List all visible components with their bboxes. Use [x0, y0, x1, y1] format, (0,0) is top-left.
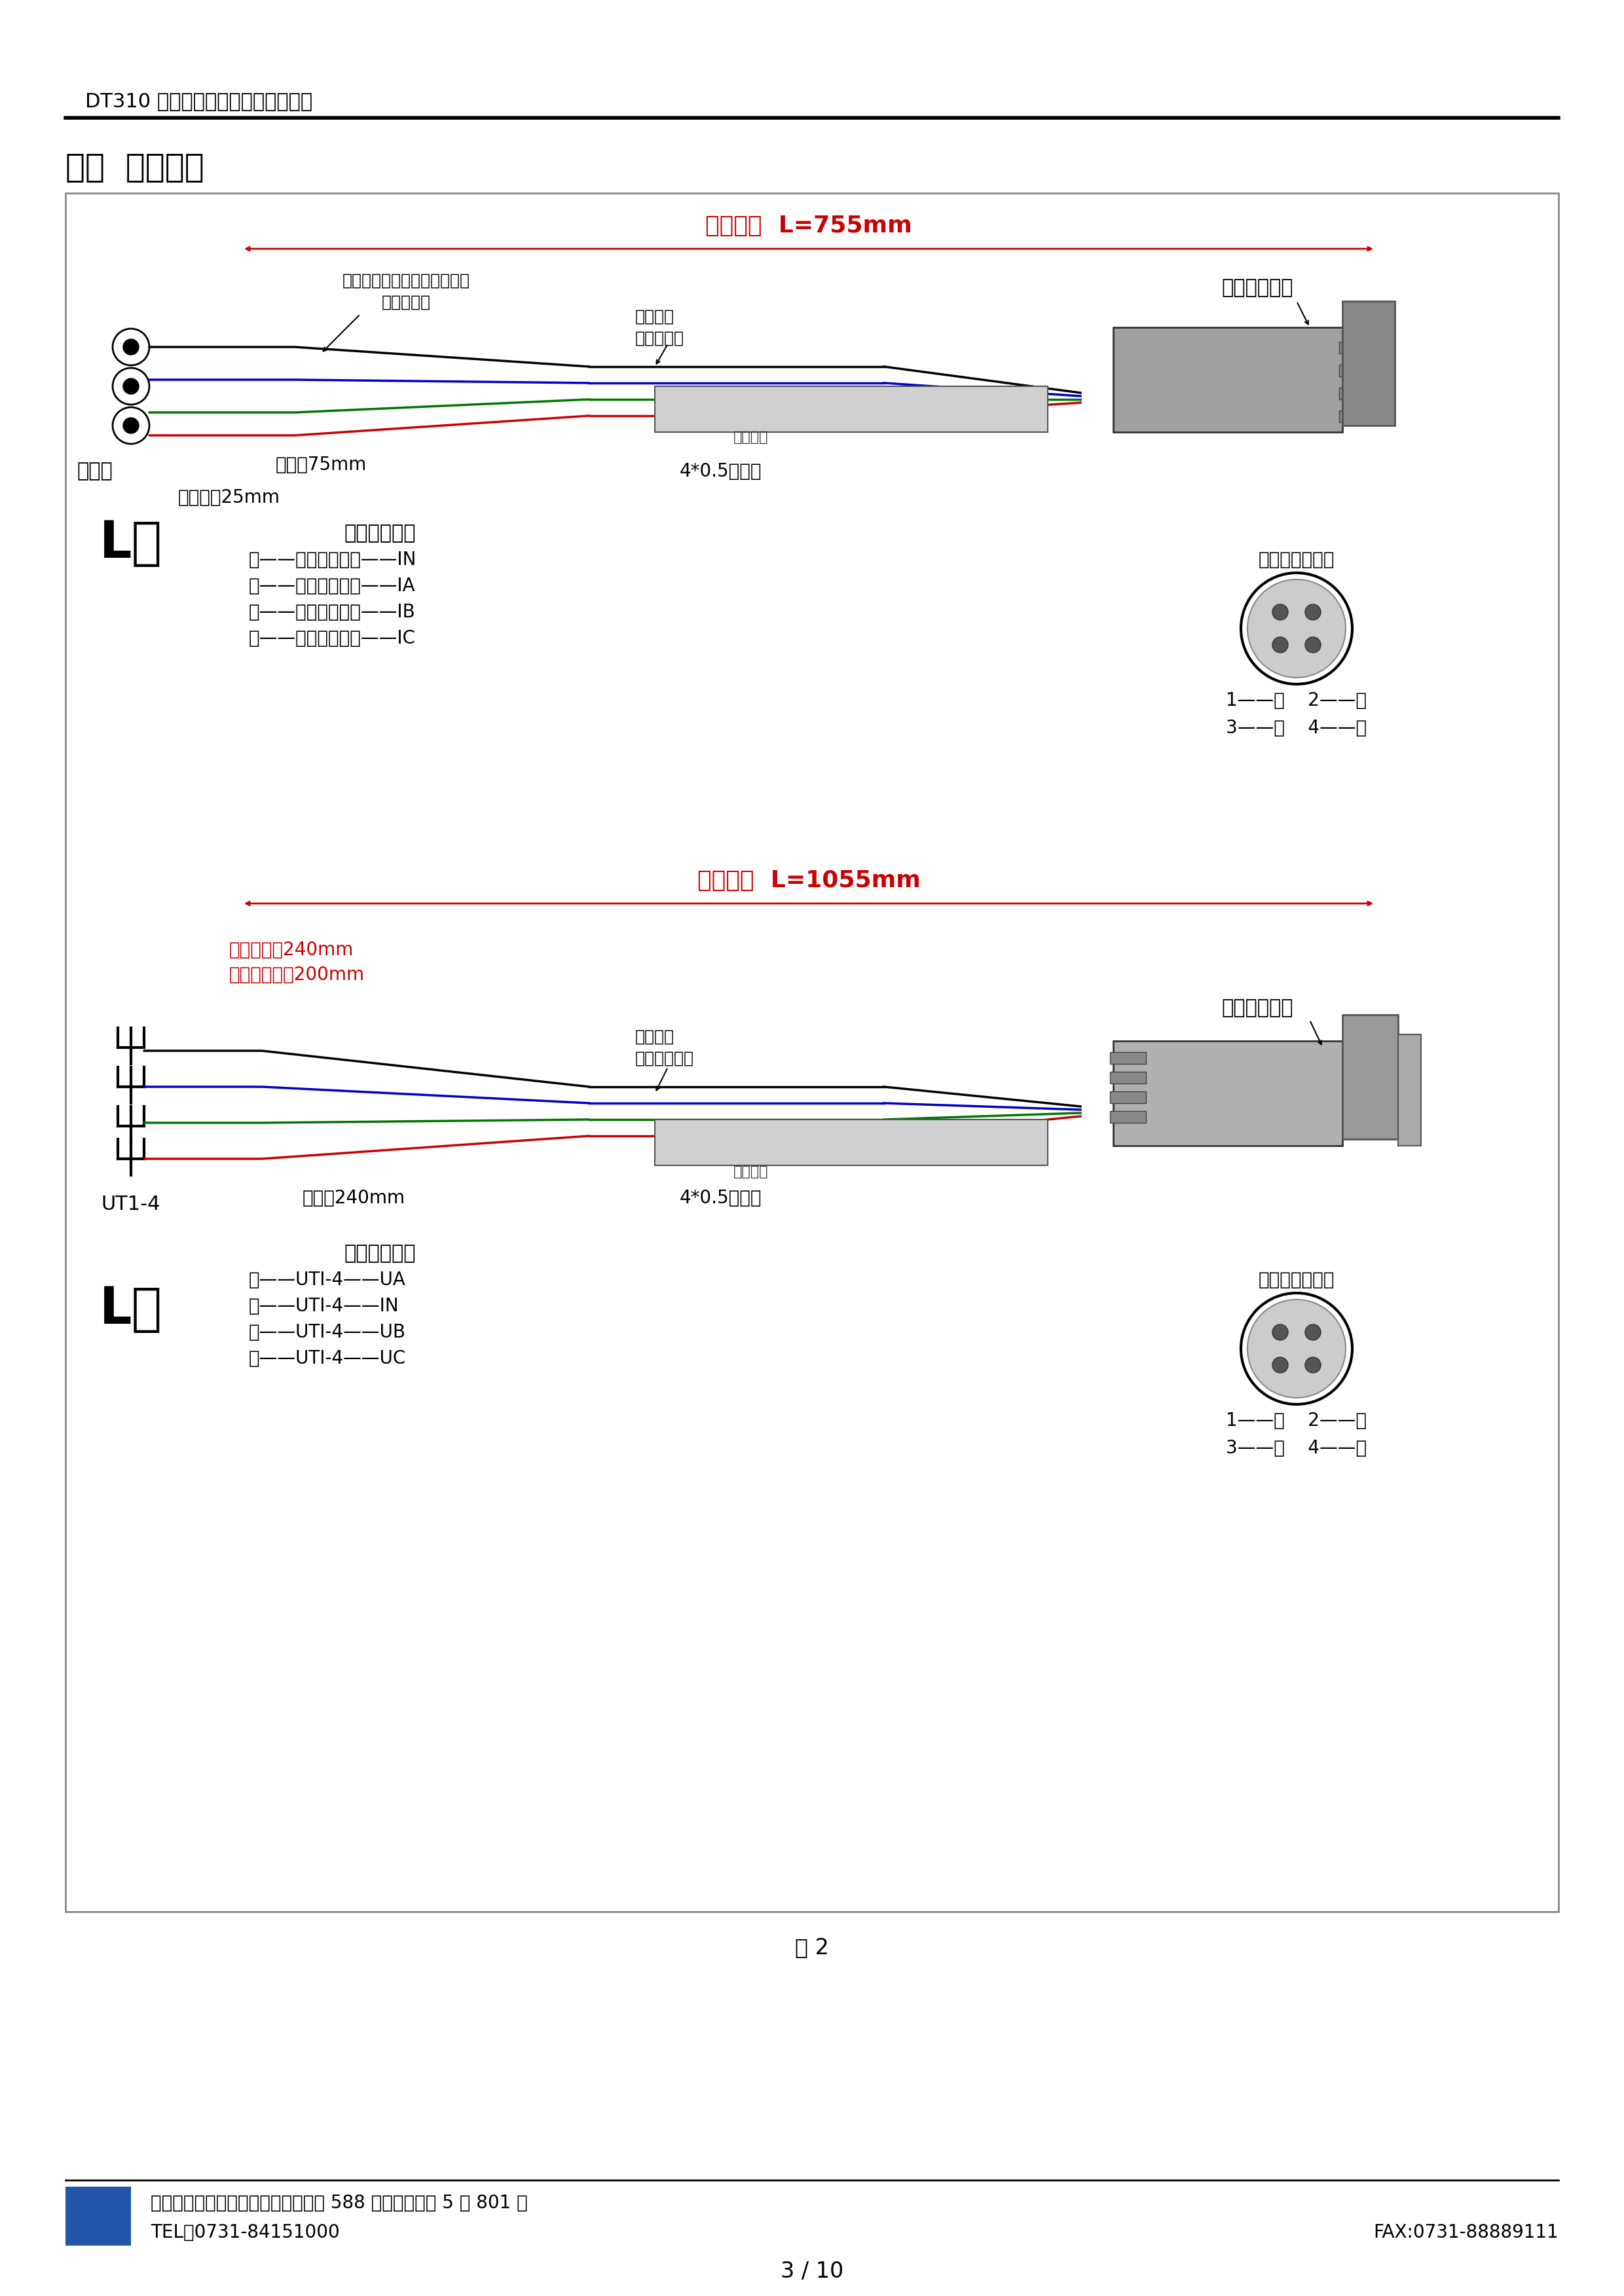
Text: zison: zison — [71, 2213, 123, 2232]
Circle shape — [1272, 1325, 1288, 1341]
Text: 4*0.5护套线: 4*0.5护套线 — [679, 1189, 762, 1208]
Circle shape — [1306, 1325, 1320, 1341]
Circle shape — [1306, 1357, 1320, 1373]
Text: 3——黑    4——蓝: 3——黑 4——蓝 — [1226, 719, 1367, 737]
Text: 依图所示
进行对应标识: 依图所示 进行对应标识 — [635, 1029, 693, 1065]
Text: 4*0.5护套线: 4*0.5护套线 — [679, 461, 762, 480]
Bar — [1343, 1015, 1398, 1139]
Bar — [654, 386, 1047, 432]
Text: 地址：长沙市高新开发区岳麓西大道 588 号芯城科技园 5 栋 801 号: 地址：长沙市高新开发区岳麓西大道 588 号芯城科技园 5 栋 801 号 — [151, 2195, 528, 2213]
Text: 依图所示
进行对标识: 依图所示 进行对标识 — [635, 308, 684, 347]
Text: 裁线长度  L=755mm: 裁线长度 L=755mm — [705, 216, 913, 236]
Text: 防水接头公头: 防水接头公头 — [1221, 278, 1293, 298]
Circle shape — [123, 340, 138, 356]
Text: 1——红    2——绿: 1——红 2——绿 — [1226, 691, 1367, 709]
Text: 互感器: 互感器 — [76, 461, 114, 480]
Bar — [65, 2186, 132, 2245]
Text: 加热缩管25mm: 加热缩管25mm — [179, 489, 281, 507]
Bar — [1340, 388, 1379, 400]
Circle shape — [1272, 604, 1288, 620]
Text: 3——黑    4——蓝: 3——黑 4——蓝 — [1226, 1440, 1367, 1458]
Text: 蓝——红〈互感器〉——IA: 蓝——红〈互感器〉——IA — [248, 576, 416, 595]
Text: 绿——红〈互感器〉——IB: 绿——红〈互感器〉——IB — [248, 604, 416, 622]
Bar — [1340, 411, 1379, 422]
Bar — [1112, 1040, 1343, 1146]
Text: 红——UTI-4——UC: 红——UTI-4——UC — [248, 1350, 406, 1368]
Circle shape — [1247, 1300, 1346, 1398]
Text: 剥外皮240mm: 剥外皮240mm — [302, 1189, 404, 1208]
Text: 母端出线端视图: 母端出线端视图 — [1259, 1270, 1335, 1288]
Text: 裁线长度  L=1055mm: 裁线长度 L=1055mm — [697, 870, 921, 891]
Text: 线束颜色定义: 线束颜色定义 — [344, 523, 416, 544]
Bar — [1109, 1111, 1147, 1123]
Circle shape — [123, 418, 138, 434]
Bar — [1340, 365, 1379, 377]
Text: 彩热缩管: 彩热缩管 — [734, 432, 768, 443]
Text: 3 / 10: 3 / 10 — [781, 2262, 843, 2282]
Circle shape — [1272, 636, 1288, 652]
Bar — [1109, 1052, 1147, 1063]
Text: 防水接头母头: 防水接头母头 — [1221, 999, 1293, 1017]
Text: 公端出线端视图: 公端出线端视图 — [1259, 551, 1335, 569]
Bar — [1109, 1072, 1147, 1084]
Circle shape — [123, 379, 138, 395]
Text: 线束颜色定义: 线束颜色定义 — [344, 1244, 416, 1263]
Bar — [1112, 328, 1343, 432]
Text: DT310 发电机数据采集器使用说明书: DT310 发电机数据采集器使用说明书 — [84, 92, 312, 110]
Circle shape — [1272, 1357, 1288, 1373]
Bar — [65, 193, 1559, 1913]
Circle shape — [1247, 579, 1346, 677]
Text: 三、  引脚定义: 三、 引脚定义 — [65, 152, 205, 184]
Text: UT1-4: UT1-4 — [101, 1196, 161, 1215]
Bar — [1109, 1091, 1147, 1102]
Text: FAX:0731-88889111: FAX:0731-88889111 — [1374, 2223, 1559, 2241]
Text: TEL：0731-84151000: TEL：0731-84151000 — [151, 2223, 339, 2241]
Text: 红——红〈互感器〉——IC: 红——红〈互感器〉——IC — [248, 629, 416, 647]
Circle shape — [1306, 604, 1320, 620]
Text: 绿——UTI-4——UB: 绿——UTI-4——UB — [248, 1322, 406, 1341]
Text: L端: L端 — [99, 519, 162, 569]
Bar — [1343, 301, 1395, 425]
Bar — [1340, 342, 1379, 354]
Text: L端: L端 — [99, 1283, 162, 1334]
Bar — [654, 1120, 1047, 1166]
Text: 蓝——UTI-4——IN: 蓝——UTI-4——IN — [248, 1297, 400, 1316]
Text: 黑线长度为240mm
另外三根线长200mm: 黑线长度为240mm 另外三根线长200mm — [229, 941, 365, 985]
Text: 1——红    2——绿: 1——红 2——绿 — [1226, 1412, 1367, 1430]
Text: 图 2: 图 2 — [796, 1938, 828, 1958]
Text: 蓝——UTI-4——UA: 蓝——UTI-4——UA — [248, 1270, 406, 1288]
Text: 彩热缩管: 彩热缩管 — [734, 1166, 768, 1178]
Circle shape — [1306, 636, 1320, 652]
Text: 黑——黑〈互感器〉——IN: 黑——黑〈互感器〉——IN — [248, 551, 417, 569]
Bar — [1398, 1035, 1421, 1146]
Text: 此处铜带压接后用热缩管收紧
黑色线合压: 此处铜带压接后用热缩管收紧 黑色线合压 — [343, 273, 469, 310]
Text: 剥外皮75mm: 剥外皮75mm — [274, 455, 367, 473]
